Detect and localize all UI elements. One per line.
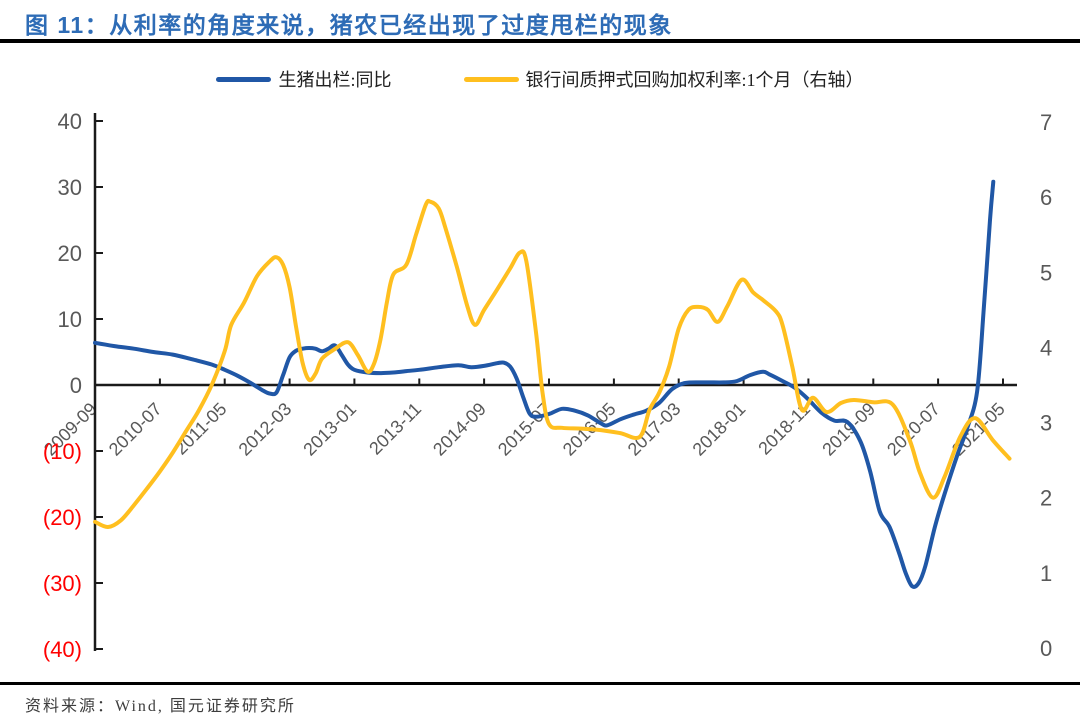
legend-item-repo-rate: 银行间质押式回购加权利率:1个月（右轴） xyxy=(463,66,864,92)
left-axis-tick-label: (20) xyxy=(43,505,82,530)
figure-title: 图 11：从利率的角度来说，猪农已经出现了过度甩栏的现象 xyxy=(25,12,673,38)
left-axis-tick-label: (10) xyxy=(43,439,82,464)
right-axis-tick-label: 7 xyxy=(1040,110,1052,135)
right-axis-tick-label: 0 xyxy=(1040,636,1052,661)
x-axis-tick-label: 2013-01 xyxy=(299,399,360,460)
x-axis-tick-label: 2010-07 xyxy=(105,399,166,460)
left-axis-tick-label: (40) xyxy=(43,637,82,662)
legend-line-swatch-yellow-icon xyxy=(463,76,519,82)
left-axis-tick-label: 0 xyxy=(70,373,82,398)
right-axis-tick-label: 2 xyxy=(1040,486,1052,511)
right-axis-tick-label: 1 xyxy=(1040,561,1052,586)
x-axis-tick-label: 2013-11 xyxy=(365,399,425,459)
legend-line-swatch-blue-icon xyxy=(216,76,272,82)
x-axis-tick-label: 2019-09 xyxy=(818,399,879,460)
bottom-rule xyxy=(0,682,1080,685)
left-axis-tick-label: (30) xyxy=(43,571,82,596)
source-note: 资料来源：Wind, 国元证券研究所 xyxy=(25,698,296,715)
right-axis-tick-label: 4 xyxy=(1040,335,1052,360)
title-rule xyxy=(0,39,1080,43)
right-axis-tick-label: 6 xyxy=(1040,185,1052,210)
x-axis-tick-label: 2018-01 xyxy=(689,399,750,460)
legend-item-pig-slaughter: 生猪出栏:同比 xyxy=(216,66,392,92)
legend-label-repo-rate: 银行间质押式回购加权利率:1个月（右轴） xyxy=(525,70,864,90)
legend-label-pig-slaughter: 生猪出栏:同比 xyxy=(278,70,392,90)
right-axis-tick-label: 3 xyxy=(1040,411,1052,436)
left-axis-tick-label: 10 xyxy=(58,307,82,332)
x-axis-tick-label: 2014-09 xyxy=(429,399,490,460)
left-axis-tick-label: 20 xyxy=(58,241,82,266)
right-axis-tick-label: 5 xyxy=(1040,260,1052,285)
x-axis-tick-label: 2012-03 xyxy=(235,399,296,460)
left-axis-tick-label: 30 xyxy=(58,175,82,200)
left-axis-tick-label: 40 xyxy=(58,109,82,134)
legend: 生猪出栏:同比 银行间质押式回购加权利率:1个月（右轴） xyxy=(0,66,1080,92)
series-line-repo-rate xyxy=(93,198,1012,529)
